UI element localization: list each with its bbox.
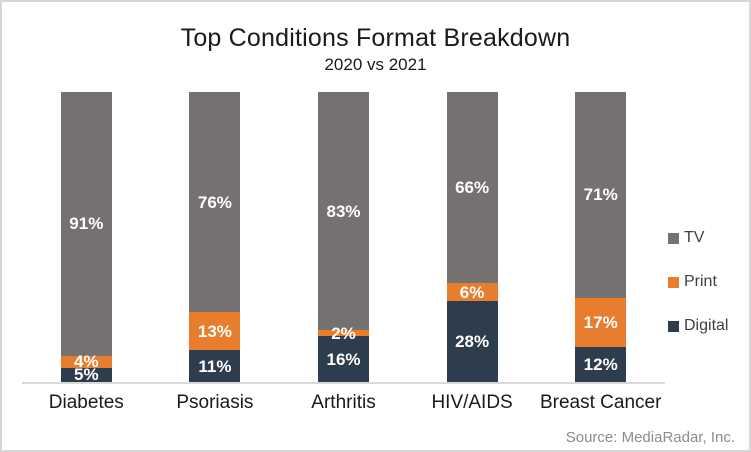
bar-segment-print: 4%: [60, 352, 112, 372]
source-note: Source: MediaRadar, Inc.: [565, 429, 735, 446]
segment-label: 13%: [197, 321, 232, 341]
bar-segment-print: 17%: [575, 297, 627, 348]
bar-segment-digital: 11%: [189, 350, 241, 382]
bar-diabetes: 5% 4% 91%: [60, 92, 112, 385]
x-axis-label: Arthritis: [311, 392, 376, 413]
plot-area: 5% 4% 91% 11% 13% 76% 16% 2% 83% 28% 6% 66% 12% 17% 71…: [22, 92, 665, 384]
segment-label: 91%: [69, 214, 104, 234]
segment-label: 5%: [74, 365, 99, 385]
segment-label: 16%: [326, 349, 361, 369]
bar-segment-tv: 66%: [446, 92, 498, 284]
legend-swatch-icon: [668, 320, 679, 332]
x-axis-labels: Diabetes Psoriasis Arthritis HIV/AIDS Breast…: [22, 392, 665, 416]
segment-label: 71%: [583, 185, 618, 205]
x-axis-label: Diabetes: [48, 392, 124, 413]
legend-label: TV: [684, 229, 705, 246]
x-axis-label: HIV/AIDS: [431, 392, 513, 413]
bar-segment-digital: 12%: [575, 347, 627, 382]
chart-title: Top Conditions Format Breakdown: [180, 24, 571, 52]
chart-subtitle: 2020 vs 2021: [324, 55, 427, 74]
legend-item-print: Print: [668, 273, 728, 291]
bar-segment-tv: 83%: [318, 92, 369, 331]
bar-segment-tv: 91%: [60, 92, 112, 356]
bar-segment-tv: 71%: [575, 92, 627, 298]
segment-label: 66%: [455, 178, 490, 198]
bar-arthritis: 16% 2% 83%: [318, 92, 369, 382]
legend-item-digital: Digital: [668, 317, 728, 335]
segment-label: 12%: [583, 355, 618, 375]
bar-segment-tv: 76%: [189, 92, 241, 313]
legend-item-tv: TV: [668, 229, 728, 247]
segment-label: 17%: [583, 313, 618, 333]
bar-hiv-aids: 28% 6% 66%: [446, 92, 498, 382]
segment-label: 76%: [197, 192, 232, 212]
bar-segment-digital: 5%: [60, 365, 112, 385]
legend: TV Print Digital: [668, 229, 728, 335]
legend-label: Digital: [684, 317, 729, 334]
segment-label: 83%: [326, 201, 361, 221]
segment-label: 2%: [331, 323, 356, 343]
legend-swatch-icon: [668, 276, 679, 288]
bar-segment-digital: 28%: [446, 300, 498, 382]
legend-swatch-icon: [668, 232, 679, 244]
bar-segment-print: 13%: [189, 312, 241, 351]
x-axis-label: Breast Cancer: [539, 392, 662, 413]
segment-label: 11%: [198, 356, 232, 376]
bar-segment-digital: 16%: [318, 336, 369, 382]
segment-label: 28%: [455, 331, 490, 351]
bar-psoriasis: 11% 13% 76%: [189, 92, 241, 382]
x-axis-label: Psoriasis: [176, 392, 254, 413]
segment-label: 6%: [459, 282, 485, 302]
legend-label: Print: [684, 273, 717, 290]
bar-breast-cancer: 12% 17% 71%: [575, 92, 627, 382]
bar-segment-print: 6%: [446, 282, 498, 302]
segment-label: 4%: [74, 352, 99, 372]
bar-segment-print: 2%: [318, 325, 369, 342]
